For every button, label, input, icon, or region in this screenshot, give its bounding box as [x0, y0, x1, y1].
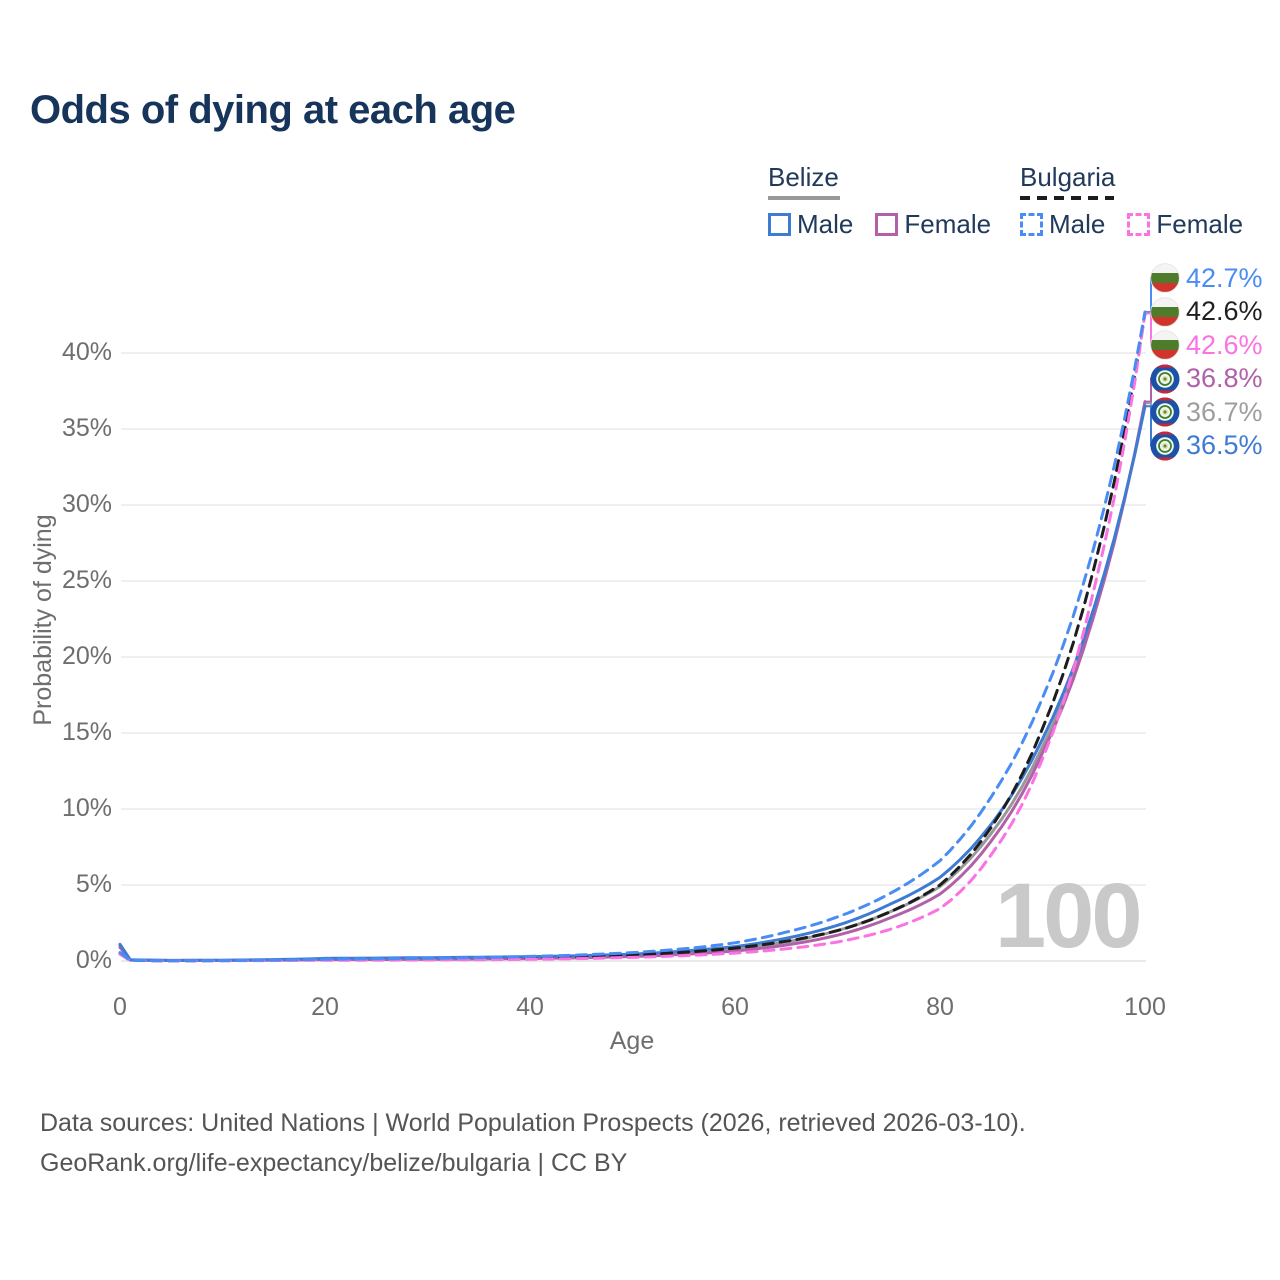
- y-tick-label: 15%: [61, 718, 112, 746]
- bulgaria-flag-icon: [1150, 263, 1180, 293]
- legend-item-label: Female: [904, 209, 992, 239]
- age-watermark: 100: [995, 865, 1142, 967]
- y-tick-label: 20%: [61, 642, 112, 670]
- end-label-value: 42.6%: [1186, 296, 1263, 326]
- gridlines: [121, 352, 1146, 962]
- end-label-bulgaria-female: 42.6%: [1150, 328, 1263, 362]
- legend-underline-bulgaria: [1020, 196, 1114, 200]
- legend-item-bulgaria-female[interactable]: Female: [1127, 209, 1243, 240]
- footer: Data sources: United Nations | World Pop…: [40, 1103, 1026, 1183]
- legend-group-belize: Belize Male Female: [768, 162, 991, 240]
- legend-items-bulgaria: Male Female: [1020, 209, 1243, 240]
- end-label-belize-both-sexes: 36.7%: [1150, 395, 1263, 429]
- series-line-belize-both-sexes: [118, 401, 1147, 962]
- legend-group-bulgaria: Bulgaria Male Female: [1020, 162, 1243, 240]
- legend-group-title-belize: Belize: [768, 162, 839, 192]
- end-label-value: 36.5%: [1186, 430, 1263, 460]
- x-tick-label: 80: [926, 993, 954, 1021]
- y-tick-label: 5%: [75, 870, 112, 898]
- end-label-belize-male: 36.5%: [1150, 429, 1263, 463]
- end-label-value: 42.6%: [1186, 329, 1263, 360]
- x-axis-title: Age: [609, 1027, 655, 1055]
- y-tick-label: 0%: [75, 946, 112, 974]
- y-tick-label: 35%: [61, 414, 112, 442]
- legend-items-belize: Male Female: [768, 209, 991, 240]
- belize-male-swatch-icon: [768, 213, 791, 236]
- legend-item-label: Female: [1156, 209, 1244, 239]
- end-label-value: 42.7%: [1186, 262, 1263, 293]
- page-title: Odds of dying at each age: [30, 88, 516, 132]
- series-line-belize-female: [118, 400, 1147, 962]
- series-line-bulgaria-male: [118, 310, 1147, 963]
- footer-datasource: Data sources: United Nations | World Pop…: [40, 1109, 1026, 1137]
- y-tick-label: 25%: [61, 566, 112, 594]
- end-label-bulgaria-both-sexes: 42.6%: [1150, 295, 1263, 329]
- footer-attribution: GeoRank.org/life-expectancy/belize/bulga…: [40, 1149, 628, 1177]
- belize-flag-icon: [1150, 431, 1180, 460]
- series-line-bulgaria-both-sexes: [118, 312, 1147, 963]
- bulgaria-flag-icon: [1150, 296, 1180, 327]
- legend-item-label: Male: [1049, 209, 1106, 239]
- end-label-value: 36.8%: [1186, 363, 1263, 393]
- series-line-bulgaria-female: [118, 312, 1147, 963]
- y-axis-title: Probability of dying: [29, 514, 57, 726]
- legend-item-belize-male[interactable]: Male: [768, 209, 853, 240]
- end-label-belize-female: 36.8%: [1150, 362, 1263, 396]
- legend-group-title-bulgaria: Bulgaria: [1020, 162, 1116, 192]
- legend-item-label: Male: [797, 209, 854, 239]
- bulgaria-female-swatch-icon: [1127, 213, 1151, 236]
- bulgaria-male-swatch-icon: [1020, 213, 1043, 236]
- legend-item-belize-female[interactable]: Female: [875, 209, 991, 240]
- y-tick-label: 10%: [61, 794, 112, 822]
- series-line-belize-male: [118, 404, 1147, 962]
- legend-item-bulgaria-male[interactable]: Male: [1020, 209, 1105, 240]
- y-tick-label: 40%: [61, 338, 112, 366]
- x-tick-label: 100: [1124, 993, 1166, 1021]
- belize-flag-icon: [1150, 364, 1180, 393]
- end-label-bulgaria-male: 42.7%: [1150, 261, 1263, 295]
- belize-flag-icon: [1150, 397, 1180, 427]
- x-tick-label: 60: [721, 993, 749, 1021]
- y-tick-label: 30%: [61, 490, 112, 518]
- x-tick-label: 0: [113, 993, 127, 1021]
- x-tick-label: 40: [516, 993, 544, 1021]
- legend-underline-belize: [768, 196, 840, 200]
- end-label-value: 36.7%: [1186, 396, 1263, 427]
- belize-female-swatch-icon: [875, 213, 899, 236]
- x-tick-label: 20: [311, 993, 339, 1021]
- bulgaria-flag-icon: [1150, 330, 1180, 360]
